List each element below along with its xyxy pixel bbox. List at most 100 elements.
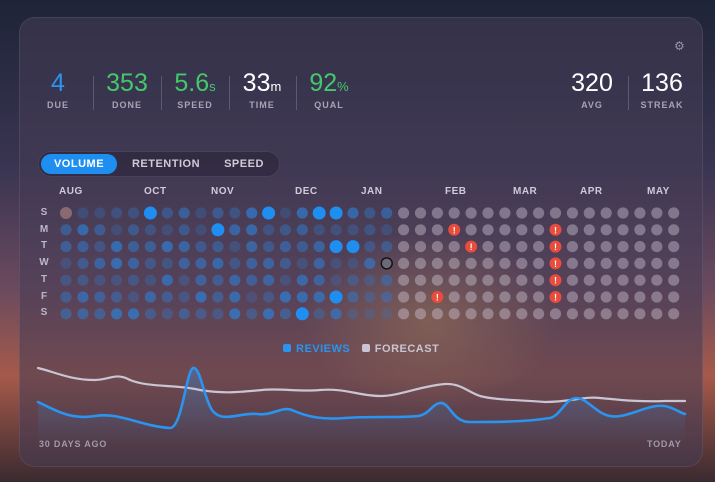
exclamation-icon[interactable]: ! bbox=[549, 274, 562, 287]
day-cell[interactable] bbox=[364, 291, 376, 303]
forecast-cell[interactable] bbox=[600, 308, 612, 320]
forecast-cell[interactable] bbox=[566, 274, 579, 286]
day-cell[interactable] bbox=[296, 224, 308, 236]
forecast-cell[interactable] bbox=[651, 257, 663, 269]
day-cell[interactable] bbox=[246, 291, 258, 303]
day-cell[interactable] bbox=[229, 241, 241, 253]
day-cell[interactable] bbox=[111, 291, 123, 303]
exclamation-icon[interactable]: ! bbox=[549, 240, 562, 253]
day-cell[interactable] bbox=[279, 308, 291, 320]
day-cell[interactable] bbox=[144, 241, 156, 253]
day-cell[interactable] bbox=[229, 308, 241, 320]
day-cell[interactable] bbox=[313, 224, 325, 236]
day-cell[interactable] bbox=[329, 206, 343, 220]
forecast-cell[interactable] bbox=[516, 291, 528, 303]
forecast-cell[interactable] bbox=[465, 207, 477, 219]
day-cell[interactable] bbox=[347, 274, 359, 286]
day-cell[interactable] bbox=[77, 274, 89, 286]
day-cell[interactable] bbox=[178, 224, 190, 236]
day-cell[interactable] bbox=[94, 291, 106, 303]
forecast-cell[interactable] bbox=[482, 241, 494, 253]
day-cell[interactable] bbox=[195, 207, 207, 219]
forecast-cell[interactable] bbox=[398, 207, 410, 219]
exclamation-icon[interactable]: ! bbox=[448, 223, 461, 236]
forecast-cell[interactable] bbox=[499, 308, 511, 320]
forecast-cell[interactable] bbox=[482, 257, 494, 269]
forecast-cell[interactable] bbox=[516, 207, 528, 219]
day-cell[interactable] bbox=[195, 308, 207, 320]
exclamation-icon[interactable]: ! bbox=[549, 257, 562, 270]
today-marker[interactable] bbox=[380, 257, 393, 270]
day-cell[interactable] bbox=[127, 241, 140, 253]
day-cell[interactable] bbox=[144, 308, 156, 320]
day-cell[interactable] bbox=[364, 274, 376, 286]
forecast-cell[interactable] bbox=[668, 207, 680, 219]
day-cell[interactable] bbox=[312, 206, 326, 220]
forecast-cell[interactable] bbox=[398, 291, 410, 303]
day-cell[interactable] bbox=[60, 308, 72, 320]
forecast-cell[interactable] bbox=[482, 308, 494, 320]
forecast-cell[interactable] bbox=[566, 291, 579, 303]
day-cell[interactable] bbox=[94, 224, 106, 236]
forecast-cell[interactable] bbox=[668, 224, 680, 236]
day-cell[interactable] bbox=[60, 241, 72, 253]
day-cell[interactable] bbox=[212, 241, 224, 253]
exclamation-icon[interactable]: ! bbox=[431, 291, 444, 303]
day-cell[interactable] bbox=[246, 257, 258, 269]
forecast-cell[interactable] bbox=[533, 291, 545, 303]
forecast-cell[interactable] bbox=[634, 291, 646, 303]
day-cell[interactable] bbox=[229, 257, 241, 269]
forecast-cell[interactable] bbox=[431, 207, 443, 219]
forecast-cell[interactable] bbox=[651, 224, 663, 236]
day-cell[interactable] bbox=[178, 308, 190, 320]
forecast-cell[interactable] bbox=[431, 224, 443, 236]
day-cell[interactable] bbox=[144, 291, 156, 303]
day-cell[interactable] bbox=[246, 308, 258, 320]
day-cell[interactable] bbox=[313, 291, 325, 303]
forecast-cell[interactable] bbox=[499, 241, 511, 253]
day-cell[interactable] bbox=[381, 274, 393, 286]
forecast-cell[interactable] bbox=[398, 257, 410, 269]
forecast-cell[interactable] bbox=[668, 257, 680, 269]
forecast-cell[interactable] bbox=[448, 291, 460, 303]
forecast-cell[interactable] bbox=[651, 308, 663, 320]
forecast-cell[interactable] bbox=[448, 241, 460, 253]
day-cell[interactable] bbox=[229, 207, 241, 219]
day-cell[interactable] bbox=[178, 291, 190, 303]
forecast-cell[interactable] bbox=[600, 274, 612, 286]
forecast-cell[interactable] bbox=[499, 207, 511, 219]
forecast-cell[interactable] bbox=[414, 291, 427, 303]
tab-speed[interactable]: SPEED bbox=[224, 158, 264, 170]
day-cell[interactable] bbox=[364, 224, 376, 236]
day-cell[interactable] bbox=[279, 291, 291, 303]
day-cell[interactable] bbox=[296, 241, 308, 253]
day-cell[interactable] bbox=[330, 224, 342, 236]
forecast-cell[interactable] bbox=[600, 291, 612, 303]
day-cell[interactable] bbox=[161, 207, 173, 219]
day-cell[interactable] bbox=[381, 308, 393, 320]
day-cell[interactable] bbox=[263, 241, 275, 253]
day-cell[interactable] bbox=[178, 257, 190, 269]
day-cell[interactable] bbox=[60, 291, 72, 303]
forecast-cell[interactable] bbox=[414, 308, 427, 320]
day-cell[interactable] bbox=[77, 291, 89, 303]
day-cell[interactable] bbox=[60, 274, 72, 286]
day-cell[interactable] bbox=[296, 291, 308, 303]
day-cell[interactable] bbox=[347, 224, 359, 236]
day-cell[interactable] bbox=[229, 274, 241, 286]
day-cell[interactable] bbox=[77, 257, 89, 269]
forecast-cell[interactable] bbox=[533, 207, 545, 219]
day-cell[interactable] bbox=[212, 308, 224, 320]
day-cell[interactable] bbox=[212, 207, 224, 219]
day-cell[interactable] bbox=[347, 257, 359, 269]
day-cell[interactable] bbox=[111, 308, 123, 320]
forecast-cell[interactable] bbox=[499, 291, 511, 303]
forecast-cell[interactable] bbox=[482, 224, 494, 236]
forecast-cell[interactable] bbox=[533, 224, 545, 236]
day-cell[interactable] bbox=[60, 207, 72, 219]
exclamation-icon[interactable]: ! bbox=[465, 240, 478, 253]
day-cell[interactable] bbox=[77, 207, 89, 219]
forecast-cell[interactable] bbox=[398, 241, 410, 253]
forecast-cell[interactable] bbox=[600, 207, 612, 219]
forecast-cell[interactable] bbox=[549, 308, 562, 320]
